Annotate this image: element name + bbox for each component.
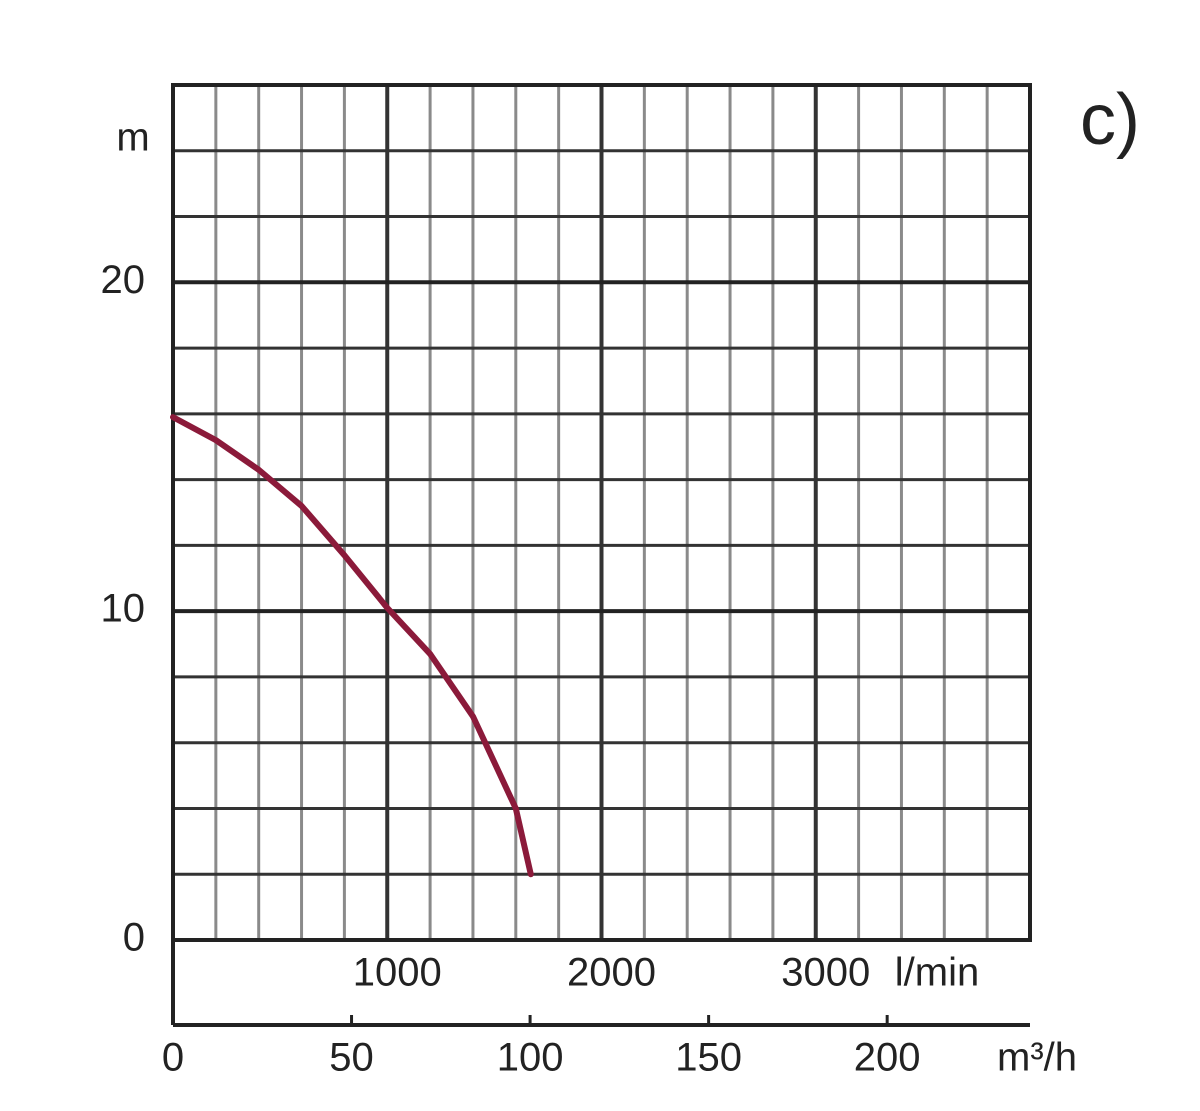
- data-line: [170, 414, 534, 878]
- y-tick-label: 0: [123, 916, 145, 960]
- annotation: c): [1080, 80, 1140, 160]
- x-tick-label: 2000: [567, 951, 656, 995]
- x-tick-label: 3000: [781, 951, 870, 995]
- x2-tick-label: 50: [329, 1036, 374, 1080]
- x2-tick-label: 200: [854, 1036, 921, 1080]
- x2-tick-label: 100: [497, 1036, 564, 1080]
- y-axis-label: m: [116, 116, 149, 160]
- plot-frame: [171, 83, 1032, 942]
- y-tick-label: 10: [101, 587, 146, 631]
- x-tick-label: 1000: [353, 951, 442, 995]
- x2-tick-label: 0: [162, 1036, 184, 1080]
- x2-axis-label: m³/h: [997, 1036, 1077, 1080]
- x2-tick-label: 150: [675, 1036, 742, 1080]
- x-axis-label: l/min: [895, 951, 979, 995]
- y-tick-label: 20: [101, 258, 146, 302]
